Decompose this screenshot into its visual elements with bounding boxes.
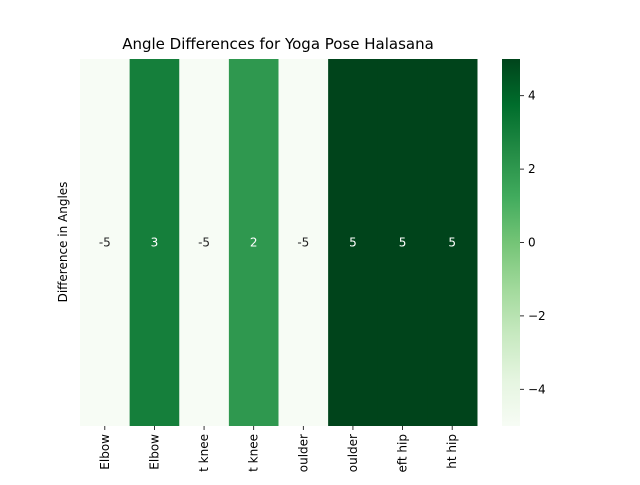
cell-value-label: 5 <box>349 236 357 250</box>
colorbar-ticks: −4 −2 0 2 4 <box>520 89 546 396</box>
heatmap-cell <box>129 59 180 426</box>
x-tick-label: t knee <box>197 434 211 472</box>
heatmap-cell-labels: -5 3 -5 2 -5 5 5 5 <box>99 236 456 250</box>
cell-value-label: 2 <box>250 236 258 250</box>
x-tick-label: oulder <box>296 434 310 472</box>
colorbar-tick-label: −2 <box>528 309 546 323</box>
x-tick-label: eft hip <box>396 434 410 472</box>
heatmap-cell <box>228 59 279 426</box>
x-tick-label: t knee <box>247 434 261 472</box>
cell-value-label: -5 <box>297 236 309 250</box>
heatmap-cell <box>328 59 379 426</box>
chart-title: Angle Differences for Yoga Pose Halasana <box>122 35 434 53</box>
colorbar-tick-label: 2 <box>528 162 536 176</box>
x-tick-label: oulder <box>346 434 360 472</box>
x-tick-label: Elbow <box>147 434 161 470</box>
cell-value-label: 3 <box>151 236 159 250</box>
x-tick-label: ht hip <box>445 434 459 469</box>
x-tick-label: Elbow <box>98 434 112 470</box>
heatmap-cells <box>80 59 478 426</box>
heatmap-cell <box>377 59 428 426</box>
cell-value-label: 5 <box>448 236 456 250</box>
heatmap-cell <box>179 59 230 426</box>
cell-value-label: -5 <box>99 236 111 250</box>
colorbar-tick-label: 4 <box>528 89 536 103</box>
colorbar-gradient <box>502 59 520 426</box>
colorbar-tick-label: 0 <box>528 236 536 250</box>
heatmap-cell <box>80 59 131 426</box>
heatmap-cell <box>278 59 329 426</box>
colorbar <box>502 59 520 426</box>
x-axis-ticks: Elbow Elbow t knee t knee oulder oulder eft hi… <box>98 426 459 472</box>
cell-value-label: -5 <box>198 236 210 250</box>
cell-value-label: 5 <box>399 236 407 250</box>
y-axis-label: Difference in Angles <box>56 182 70 303</box>
heatmap-cell <box>427 59 478 426</box>
colorbar-tick-label: −4 <box>528 382 546 396</box>
